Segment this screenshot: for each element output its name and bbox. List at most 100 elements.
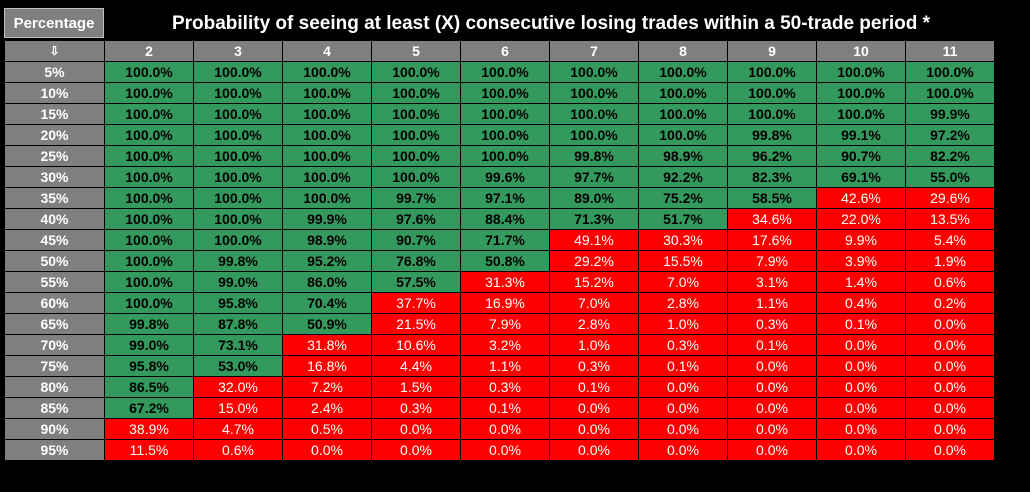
table-cell: 29.2% [549,250,639,272]
column-header: 10 [816,40,906,62]
table-cell: 0.3% [371,397,461,419]
table-cell: 97.7% [549,166,639,188]
table-cell: 31.3% [460,271,550,293]
table-cell: 100.0% [193,82,283,104]
table-cell: 0.0% [549,397,639,419]
table-cell: 100.0% [104,124,194,146]
table-cell: 100.0% [193,187,283,209]
table-cell: 0.0% [816,418,906,440]
table-cell: 5.4% [905,229,995,251]
table-cell: 100.0% [371,145,461,167]
row-header: 30% [4,166,105,188]
row-header: 20% [4,124,105,146]
down-arrow-icon: ⇩ [4,40,105,62]
table-row: 85% 67.2% 15.0% 2.4% 0.3% 0.1% 0.0% 0.0% 0.0% 0.0… [4,397,995,419]
row-header: 5% [4,61,105,83]
table-cell: 100.0% [282,145,372,167]
table-cell: 100.0% [104,187,194,209]
table-row: 95% 11.5% 0.6% 0.0% 0.0% 0.0% 0.0% 0.0% 0.0% 0.0%… [4,439,995,461]
table-cell: 55.0% [905,166,995,188]
table-cell: 0.1% [549,376,639,398]
table-row: 90% 38.9% 4.7% 0.5% 0.0% 0.0% 0.0% 0.0% 0.0% 0.0%… [4,418,995,440]
table-cell: 100.0% [371,61,461,83]
table-cell: 97.2% [905,124,995,146]
table-cell: 0.0% [905,313,995,335]
table-cell: 100.0% [193,103,283,125]
table-cell: 100.0% [282,124,372,146]
row-header: 45% [4,229,105,251]
table-row: 60% 100.0% 95.8% 70.4% 37.7% 16.9% 7.0% 2.8% 1.1… [4,292,995,314]
table-cell: 95.8% [193,292,283,314]
table-cell: 34.6% [727,208,817,230]
table-cell: 99.8% [727,124,817,146]
column-header: 4 [282,40,372,62]
column-header: 3 [193,40,283,62]
table-cell: 89.0% [549,187,639,209]
table-cell: 92.2% [638,166,728,188]
table-cell: 100.0% [460,124,550,146]
table-cell: 100.0% [193,124,283,146]
table-cell: 0.2% [905,292,995,314]
column-header: 6 [460,40,550,62]
table-cell: 100.0% [816,82,906,104]
table-cell: 0.3% [460,376,550,398]
table-cell: 1.9% [905,250,995,272]
table-cell: 50.9% [282,313,372,335]
table-cell: 51.7% [638,208,728,230]
table-cell: 100.0% [638,103,728,125]
table-cell: 100.0% [282,166,372,188]
table-row: 55% 100.0% 99.0% 86.0% 57.5% 31.3% 15.2% 7.0% 3.… [4,271,995,293]
table-cell: 100.0% [727,61,817,83]
table-row: 15% 100.0% 100.0% 100.0% 100.0% 100.0% 100.0% 1… [4,103,995,125]
table-cell: 99.0% [193,271,283,293]
table-cell: 0.0% [638,376,728,398]
table-cell: 0.0% [816,439,906,461]
table-cell: 0.0% [638,418,728,440]
table-cell: 100.0% [193,61,283,83]
table-cell: 0.0% [638,397,728,419]
table-cell: 0.6% [193,439,283,461]
table-cell: 2.8% [549,313,639,335]
table-cell: 99.8% [549,145,639,167]
table-row: 25% 100.0% 100.0% 100.0% 100.0% 100.0% 99.8% 98… [4,145,995,167]
table-cell: 11.5% [104,439,194,461]
table-cell: 99.1% [816,124,906,146]
column-header: 11 [905,40,995,62]
column-header: 9 [727,40,817,62]
table-cell: 100.0% [282,187,372,209]
table-cell: 17.6% [727,229,817,251]
table-cell: 4.7% [193,418,283,440]
table-cell: 99.6% [460,166,550,188]
table-cell: 7.9% [460,313,550,335]
table-cell: 1.5% [371,376,461,398]
table-cell: 71.7% [460,229,550,251]
table-body: 5% 100.0% 100.0% 100.0% 100.0% 100.0% 100.0% 10… [4,61,995,461]
table-cell: 0.0% [905,418,995,440]
table-cell: 0.0% [816,397,906,419]
table-cell: 100.0% [905,61,995,83]
row-header: 10% [4,82,105,104]
table-cell: 0.0% [905,397,995,419]
table-cell: 100.0% [460,145,550,167]
table-cell: 37.7% [371,292,461,314]
table-cell: 0.0% [905,439,995,461]
table-cell: 0.1% [727,334,817,356]
table-cell: 2.8% [638,292,728,314]
table-cell: 0.0% [371,439,461,461]
table-cell: 0.4% [816,292,906,314]
table-cell: 7.0% [549,292,639,314]
table-cell: 100.0% [727,103,817,125]
table-cell: 100.0% [371,166,461,188]
table-cell: 96.2% [727,145,817,167]
table-cell: 100.0% [638,82,728,104]
table-cell: 0.0% [816,355,906,377]
table-cell: 0.1% [816,313,906,335]
table-cell: 0.0% [727,418,817,440]
table-cell: 57.5% [371,271,461,293]
table-row: 30% 100.0% 100.0% 100.0% 100.0% 99.6% 97.7% 92.… [4,166,995,188]
table-row: 35% 100.0% 100.0% 100.0% 99.7% 97.1% 89.0% 75.2… [4,187,995,209]
table-cell: 100.0% [104,82,194,104]
table-cell: 99.9% [282,208,372,230]
table-cell: 100.0% [282,103,372,125]
